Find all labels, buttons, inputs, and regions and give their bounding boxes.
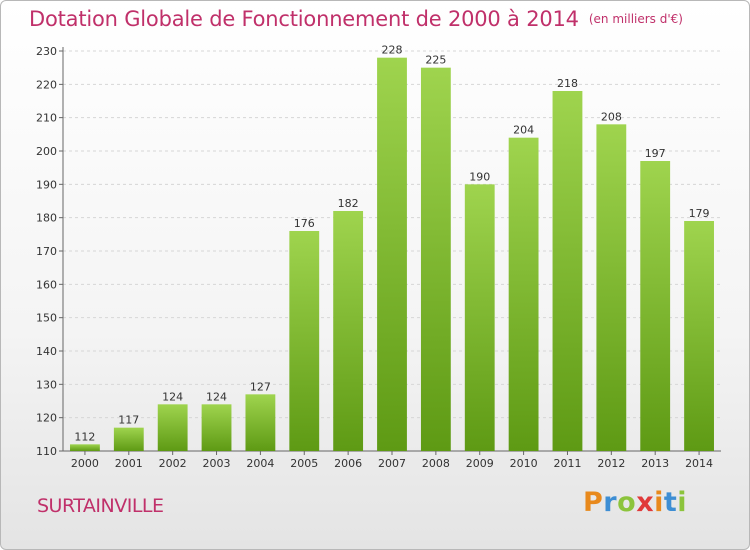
bar [157, 404, 188, 451]
bar [333, 211, 364, 451]
bar-value-label: 117 [118, 414, 139, 427]
bar-value-label: 208 [601, 110, 622, 123]
bar [552, 91, 583, 451]
chart-title-block: Dotation Globale de Fonctionnement de 20… [29, 7, 683, 31]
x-tick-label: 2008 [422, 457, 450, 470]
x-tick-label: 2012 [597, 457, 625, 470]
bar-value-label: 190 [469, 170, 490, 183]
bar [377, 57, 407, 452]
x-tick-label: 2000 [71, 457, 99, 470]
y-tick-label: 160 [36, 278, 57, 291]
bar [684, 221, 714, 451]
bar-value-label: 204 [513, 124, 534, 137]
bar-value-label: 197 [645, 147, 666, 160]
bar-value-label: 127 [250, 380, 271, 393]
bar-value-label: 124 [206, 390, 227, 403]
x-tick-label: 2014 [685, 457, 713, 470]
bar [596, 124, 627, 451]
x-tick-label: 2004 [246, 457, 274, 470]
logo-letter: i [677, 487, 688, 518]
x-tick-label: 2006 [334, 457, 362, 470]
y-tick-label: 120 [36, 412, 57, 425]
bar [464, 184, 495, 452]
x-tick-label: 2002 [159, 457, 187, 470]
logo-letter: i [654, 487, 664, 518]
bars [70, 57, 714, 452]
x-tick-label: 2010 [510, 457, 538, 470]
bar-value-label: 124 [162, 390, 183, 403]
logo-letter: P [583, 487, 604, 518]
bar-value-label: 228 [382, 44, 403, 57]
x-tick-label: 2011 [553, 457, 581, 470]
y-tick-label: 150 [36, 312, 57, 325]
logo-letter: o [617, 487, 637, 518]
y-tick-label: 210 [36, 112, 57, 125]
labels: 112 2000 117 2001 124 2002 124 2003 127 2004 176 20… [71, 44, 713, 470]
chart-title: Dotation Globale de Fonctionnement de 20… [29, 7, 579, 31]
y-tick-label: 230 [36, 45, 57, 58]
x-tick-label: 2005 [290, 457, 318, 470]
proxiti-logo[interactable]: Proxiti [583, 487, 687, 518]
y-tick-label: 140 [36, 345, 57, 358]
y-tick-label: 170 [36, 245, 57, 258]
y-tick-label: 200 [36, 145, 57, 158]
x-tick-label: 2013 [641, 457, 669, 470]
bar [289, 231, 320, 451]
bar [201, 404, 232, 451]
x-tick-label: 2009 [466, 457, 494, 470]
bar [420, 67, 451, 452]
bar [245, 394, 276, 451]
bar [508, 137, 539, 451]
y-tick-label: 180 [36, 212, 57, 225]
bar [113, 427, 144, 451]
city-name: SURTAINVILLE [37, 495, 164, 517]
bar-value-label: 179 [689, 207, 710, 220]
bar-value-label: 176 [294, 217, 315, 230]
logo-letter: r [603, 487, 618, 518]
y-tick-label: 220 [36, 78, 57, 91]
y-tick-label: 190 [36, 178, 57, 191]
bar-value-label: 225 [425, 54, 446, 67]
y-tick-label: 130 [36, 378, 57, 391]
y-tick-label: 110 [36, 445, 57, 458]
logo-letter: t [663, 487, 678, 518]
bar-value-label: 112 [74, 430, 95, 443]
bar [70, 444, 100, 451]
logo-letter: x [636, 487, 655, 518]
x-tick-label: 2003 [203, 457, 231, 470]
bar [640, 161, 671, 451]
bar-value-label: 218 [557, 77, 578, 90]
x-tick-label: 2001 [115, 457, 143, 470]
chart-unit: (en milliers d'€) [588, 12, 683, 26]
x-tick-label: 2007 [378, 457, 406, 470]
bar-value-label: 182 [338, 197, 359, 210]
